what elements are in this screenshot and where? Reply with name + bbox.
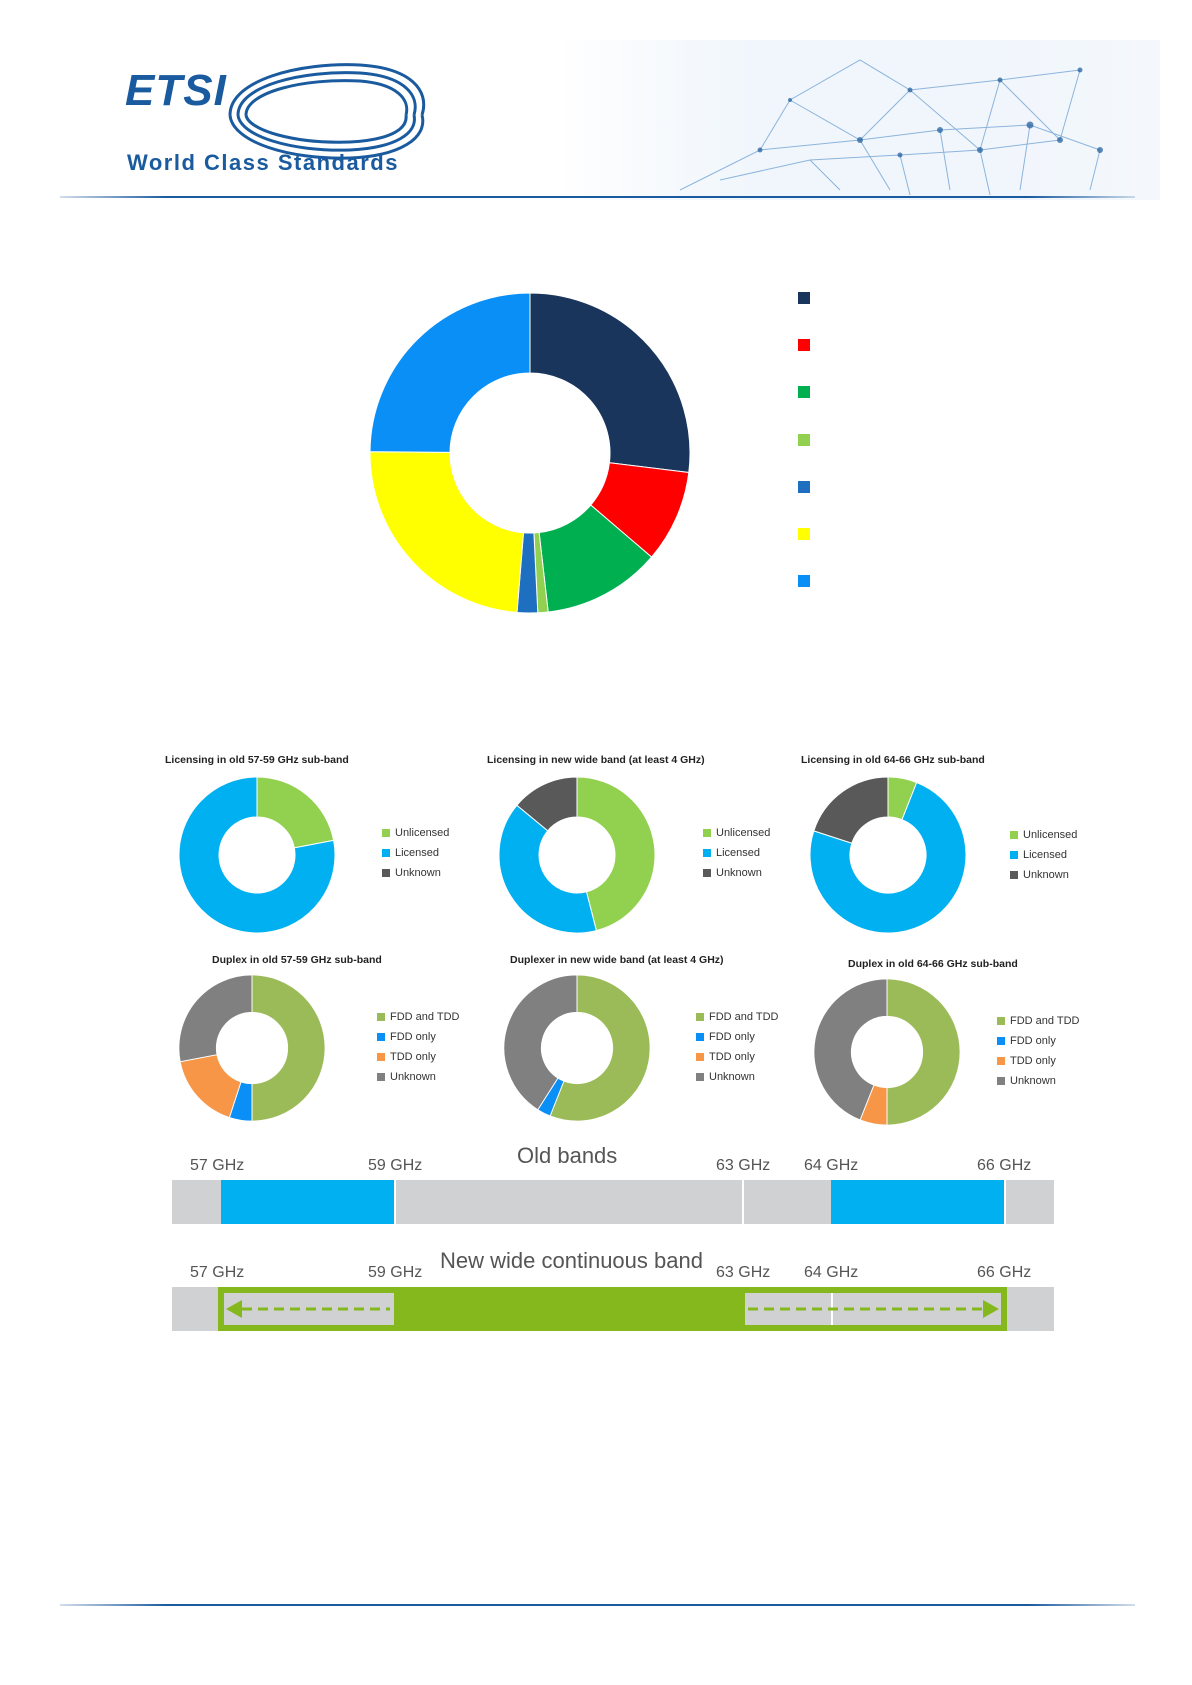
legend-row-unknown: Unknown <box>377 1067 459 1087</box>
donut-slice-1 <box>549 974 651 1122</box>
band-diagram: Old bands 57 GHz 59 GHz 63 GHz 64 GHz 66… <box>0 1140 1192 1340</box>
donut-slice-7 <box>369 292 531 453</box>
legend-row-unknown: Unknown <box>696 1067 778 1087</box>
legend-row-licensed: Licensed <box>703 843 770 863</box>
donut-licensing-wide <box>498 776 656 934</box>
legend-row-tdd-only: TDD only <box>997 1051 1079 1071</box>
donut-slice-1 <box>886 978 961 1126</box>
legend-swatch-2 <box>798 339 810 351</box>
chart-title-6: Duplex in old 64-66 GHz sub-band <box>848 958 1018 970</box>
donut-slice-1 <box>256 776 335 849</box>
old-label-66: 66 GHz <box>977 1157 1032 1174</box>
legend-row-fdd-only: FDD only <box>997 1031 1079 1051</box>
legend-row-unlicensed: Unlicensed <box>703 823 770 843</box>
old-label-64: 64 GHz <box>804 1157 859 1174</box>
legend-row-fdd-tdd: FDD and TDD <box>377 1007 459 1027</box>
donut-slice-2 <box>498 804 598 934</box>
logo-swoosh-icon <box>228 63 426 160</box>
network-graphic <box>560 40 1160 200</box>
chart-title-1: Licensing in old 57-59 GHz sub-band <box>165 754 349 766</box>
donut-duplex-57-59 <box>178 974 326 1122</box>
etsi-logo: ETSI <box>125 60 435 180</box>
old-band-divider-63 <box>742 1180 744 1224</box>
new-label-63: 63 GHz <box>716 1264 771 1281</box>
old-label-57: 57 GHz <box>190 1157 245 1174</box>
footer-rule <box>60 1604 1135 1606</box>
header: ETSI World Class Standards <box>0 0 1192 210</box>
legend-row-licensed: Licensed <box>382 843 449 863</box>
donut-licensing-57-59 <box>178 776 336 934</box>
legend-row-unknown: Unknown <box>382 863 449 883</box>
donut-slice-6 <box>369 451 525 614</box>
legend-swatch-6 <box>798 528 810 540</box>
legend-duplex-1: FDD and TDD FDD only TDD only Unknown <box>377 1007 459 1087</box>
main-donut-chart <box>369 292 691 614</box>
donut-slice-1 <box>576 776 656 932</box>
legend-row-fdd-tdd: FDD and TDD <box>997 1011 1079 1031</box>
main-legend <box>798 292 998 592</box>
donut-slice-4 <box>813 978 888 1121</box>
tagline: World Class Standards <box>127 150 399 175</box>
new-label-59: 59 GHz <box>368 1264 423 1281</box>
legend-row-unlicensed: Unlicensed <box>1010 825 1077 845</box>
donut-slice-2 <box>178 776 336 934</box>
legend-row-unlicensed: Unlicensed <box>382 823 449 843</box>
legend-row-fdd-only: FDD only <box>377 1027 459 1047</box>
legend-row-licensed: Licensed <box>1010 845 1077 865</box>
legend-row-unknown: Unknown <box>997 1071 1079 1091</box>
old-label-63: 63 GHz <box>716 1157 771 1174</box>
legend-row-unknown: Unknown <box>703 863 770 883</box>
old-bands-title: Old bands <box>517 1143 618 1168</box>
legend-swatch-3 <box>798 386 810 398</box>
chart-title-3: Licensing in old 64-66 GHz sub-band <box>801 754 985 766</box>
donut-slice-1 <box>251 974 326 1122</box>
chart-title-4: Duplex in old 57-59 GHz sub-band <box>212 954 382 966</box>
legend-licensing-3: Unlicensed Licensed Unknown <box>1010 825 1077 885</box>
legend-swatch-4 <box>798 434 810 446</box>
legend-swatch-1 <box>798 292 810 304</box>
donut-slice-3 <box>813 776 889 844</box>
legend-swatch-5 <box>798 481 810 493</box>
legend-row-tdd-only: TDD only <box>377 1047 459 1067</box>
old-band-57-59 <box>221 1180 396 1224</box>
chart-title-2: Licensing in new wide band (at least 4 G… <box>487 754 705 766</box>
new-label-64: 64 GHz <box>804 1264 859 1281</box>
header-rule <box>60 196 1135 198</box>
legend-duplex-3: FDD and TDD FDD only TDD only Unknown <box>997 1011 1079 1091</box>
donut-slice-4 <box>178 974 253 1063</box>
legend-row-tdd-only: TDD only <box>696 1047 778 1067</box>
legend-duplex-2: FDD and TDD FDD only TDD only Unknown <box>696 1007 778 1087</box>
donut-slice-3 <box>179 1054 242 1119</box>
logo-text: ETSI <box>125 66 227 115</box>
new-label-57: 57 GHz <box>190 1264 245 1281</box>
new-label-66: 66 GHz <box>977 1264 1032 1281</box>
legend-row-fdd-tdd: FDD and TDD <box>696 1007 778 1027</box>
legend-row-unknown: Unknown <box>1010 865 1077 885</box>
donut-slice-3 <box>516 776 578 832</box>
legend-row-fdd-only: FDD only <box>696 1027 778 1047</box>
legend-licensing-2: Unlicensed Licensed Unknown <box>703 823 770 883</box>
donut-licensing-64-66 <box>809 776 967 934</box>
donut-slice-1 <box>529 292 691 474</box>
donut-duplex-64-66 <box>813 978 961 1126</box>
legend-licensing-1: Unlicensed Licensed Unknown <box>382 823 449 883</box>
old-band-64-66 <box>831 1180 1006 1224</box>
donut-slice-2 <box>809 781 967 934</box>
donut-duplex-wide <box>503 974 651 1122</box>
donut-slice-4 <box>503 974 578 1111</box>
chart-title-5: Duplexer in new wide band (at least 4 GH… <box>510 954 724 966</box>
new-band-title: New wide continuous band <box>440 1248 703 1273</box>
old-label-59: 59 GHz <box>368 1157 423 1174</box>
extension-arrows <box>226 1300 999 1318</box>
legend-swatch-7 <box>798 575 810 587</box>
